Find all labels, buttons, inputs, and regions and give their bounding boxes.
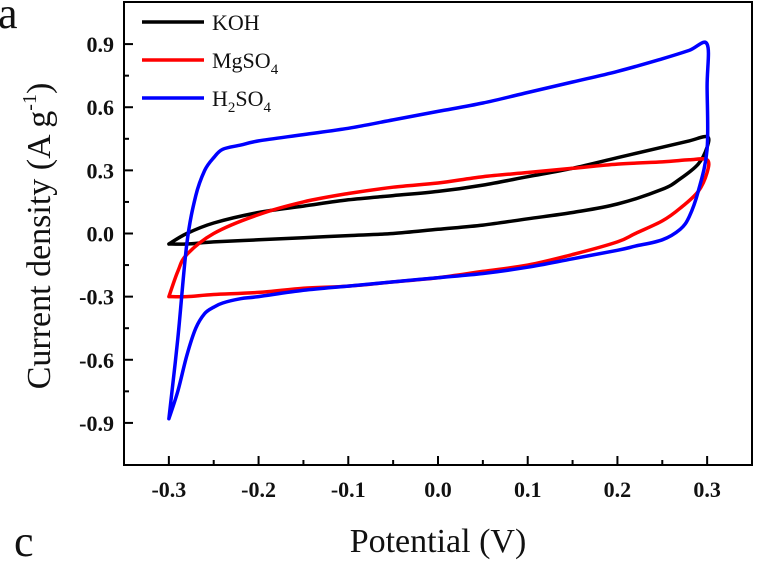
y-tick-label: 0.3 <box>87 158 115 183</box>
y-axis-title-sup: -1 <box>19 94 41 111</box>
y-axis-title: Current density (A g-1) <box>19 83 58 390</box>
series-2-line <box>167 40 711 421</box>
y-axis-title-close: ) <box>21 83 58 94</box>
x-tick-label: 0.3 <box>693 477 721 502</box>
x-tick-label: -0.1 <box>331 477 366 502</box>
x-tick-label: -0.2 <box>241 477 276 502</box>
legend-label: MgSO4 <box>212 48 279 78</box>
x-tick-label: -0.3 <box>151 477 186 502</box>
panel-label-a: a <box>0 0 18 38</box>
y-tick-label: -0.9 <box>79 411 114 436</box>
axis-ticks: -0.3 -0.2 -0.1 0.0 0.1 0.2 0.3 -0.9 -0.6 -0.3 0.0 0… <box>79 32 721 502</box>
x-axis-title: Potential (V) <box>350 523 527 560</box>
series-0-line <box>167 134 711 246</box>
y-tick-label: 0.0 <box>87 222 115 247</box>
x-tick-label: 0.2 <box>604 477 632 502</box>
y-tick-label: 0.9 <box>87 32 115 57</box>
y-tick-label: -0.6 <box>79 348 114 373</box>
svg-text:Current density (A g-1): Current density (A g-1) <box>19 83 58 390</box>
series-layer <box>167 40 711 421</box>
y-tick-label: -0.3 <box>79 285 114 310</box>
x-tick-label: 0.0 <box>424 477 452 502</box>
legend-label: KOH <box>212 10 260 35</box>
legend: KOH MgSO4 H2SO4 <box>142 10 279 116</box>
legend-label: H2SO4 <box>212 86 272 116</box>
x-tick-label: 0.1 <box>514 477 542 502</box>
panel-label-c: c <box>14 517 34 562</box>
y-tick-label: 0.6 <box>87 95 115 120</box>
y-axis-title-main: Current density (A g <box>21 111 58 390</box>
